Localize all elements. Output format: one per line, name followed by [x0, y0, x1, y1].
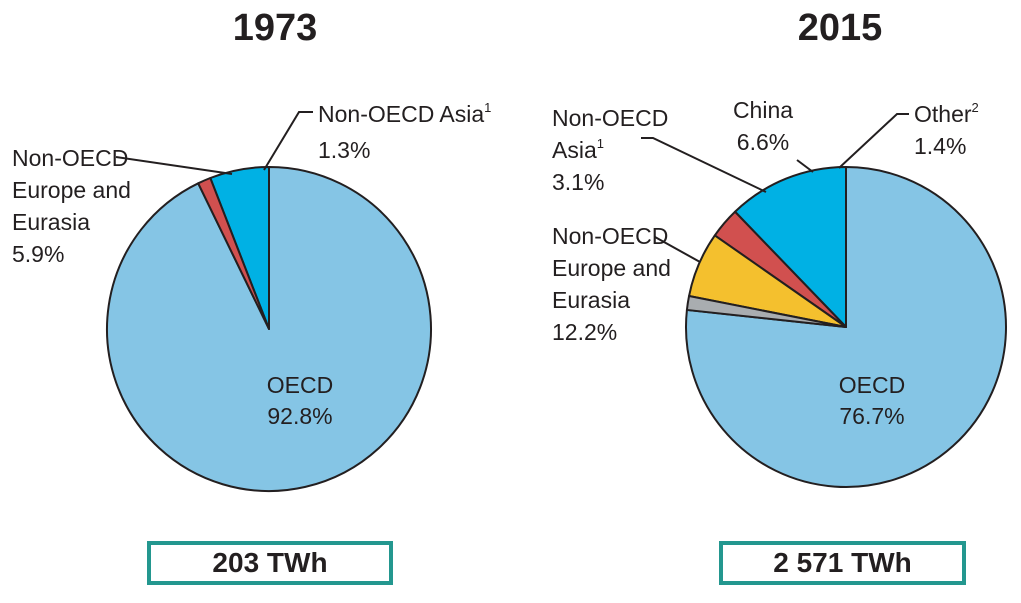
- label-1973-asia-pct: 1.3%: [318, 137, 370, 163]
- label-2015-europe-line3: Eurasia: [552, 287, 630, 313]
- label-2015-china-name: China: [733, 97, 793, 123]
- leader-line-2015-europe: [654, 236, 701, 263]
- label-2015-asia-pct: 3.1%: [552, 169, 604, 195]
- label-1973-europe-line1: Non-OECD: [12, 145, 128, 171]
- label-2015-other-name: Other2: [914, 100, 979, 127]
- leader-line-2015-other: [838, 113, 909, 169]
- total-1973-box: 203 TWh: [147, 541, 393, 585]
- label-2015-europe-line1: Non-OECD: [552, 223, 668, 249]
- label-1973-europe-pct: 5.9%: [12, 241, 64, 267]
- total-2015-value: 2 571 TWh: [773, 547, 912, 578]
- leader-lines: [115, 111, 909, 263]
- label-2015-europe-line2: Europe and: [552, 255, 671, 281]
- pie-1973: [106, 166, 432, 492]
- label-1973-europe-line3: Eurasia: [12, 209, 90, 235]
- label-1973-asia-name: Non-OECD Asia1: [318, 100, 491, 127]
- chart-1973-title: 1973: [233, 7, 318, 49]
- leader-line-1973-asia: [263, 111, 313, 171]
- label-2015-europe-pct: 12.2%: [552, 319, 617, 345]
- label-2015-asia-line1: Non-OECD: [552, 105, 668, 131]
- pie-2015: [685, 166, 1007, 488]
- label-2015-oecd-pct: 76.7%: [839, 403, 904, 429]
- label-2015-oecd-name: OECD: [839, 372, 905, 398]
- label-1973-europe-line2: Europe and: [12, 177, 131, 203]
- pie-slice-2015-other: [685, 295, 847, 328]
- pie-slice-1973-asia: [197, 177, 270, 330]
- label-2015-asia-line2: Asia1: [552, 136, 604, 163]
- label-1973-oecd-pct: 92.8%: [267, 403, 332, 429]
- leader-line-1973-europe: [115, 156, 233, 175]
- total-1973-value: 203 TWh: [212, 547, 328, 578]
- label-2015-china-pct: 6.6%: [737, 129, 789, 155]
- chart-2015-title: 2015: [798, 7, 883, 49]
- label-2015-other-pct: 1.4%: [914, 133, 966, 159]
- leader-line-2015-china: [796, 159, 814, 173]
- total-2015-box: 2 571 TWh: [719, 541, 966, 585]
- label-1973-oecd-name: OECD: [267, 372, 333, 398]
- leader-line-2015-asia: [641, 137, 767, 193]
